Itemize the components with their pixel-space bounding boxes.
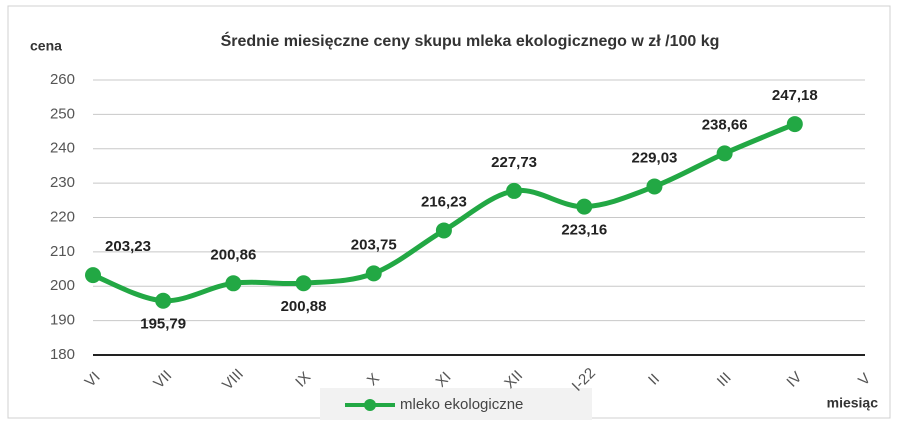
data-label: 200,86	[210, 246, 256, 263]
point	[646, 178, 663, 195]
data-label: 238,66	[702, 116, 748, 133]
point	[716, 145, 733, 162]
chart-title: Średnie miesięczne ceny skupu mleka ekol…	[221, 31, 720, 50]
data-label: 195,79	[140, 316, 186, 333]
point	[365, 265, 382, 282]
point	[506, 182, 523, 199]
data-label: 227,73	[491, 154, 537, 171]
y-tick-label: 230	[50, 174, 75, 191]
data-label: 216,23	[421, 193, 467, 210]
y-axis-label: cena	[30, 38, 62, 54]
y-tick-label: 240	[50, 140, 75, 157]
frame	[7, 5, 891, 419]
data-label: 247,18	[772, 87, 818, 104]
point	[576, 198, 593, 215]
y-tick-label: 260	[50, 71, 75, 88]
data-label: 223,16	[561, 222, 607, 239]
data-label: 203,75	[351, 236, 397, 253]
y-tick-label: 250	[50, 105, 75, 122]
data-label: 203,23	[105, 238, 151, 255]
point	[225, 275, 242, 292]
y-tick-label: 210	[50, 243, 75, 260]
legend-marker	[364, 399, 376, 411]
data-label: 229,03	[632, 149, 678, 166]
x-axis-label: miesiąc	[827, 395, 879, 411]
data-label: 200,88	[281, 298, 327, 315]
y-tick-label: 180	[50, 346, 75, 363]
point	[786, 116, 803, 133]
point	[435, 222, 452, 239]
point	[85, 267, 101, 284]
point	[155, 292, 172, 309]
point	[295, 275, 312, 292]
y-tick-label: 200	[50, 277, 75, 294]
legend-label: mleko ekologiczne	[400, 396, 523, 413]
y-tick-label: 190	[50, 312, 75, 329]
y-tick-label: 220	[50, 208, 75, 225]
